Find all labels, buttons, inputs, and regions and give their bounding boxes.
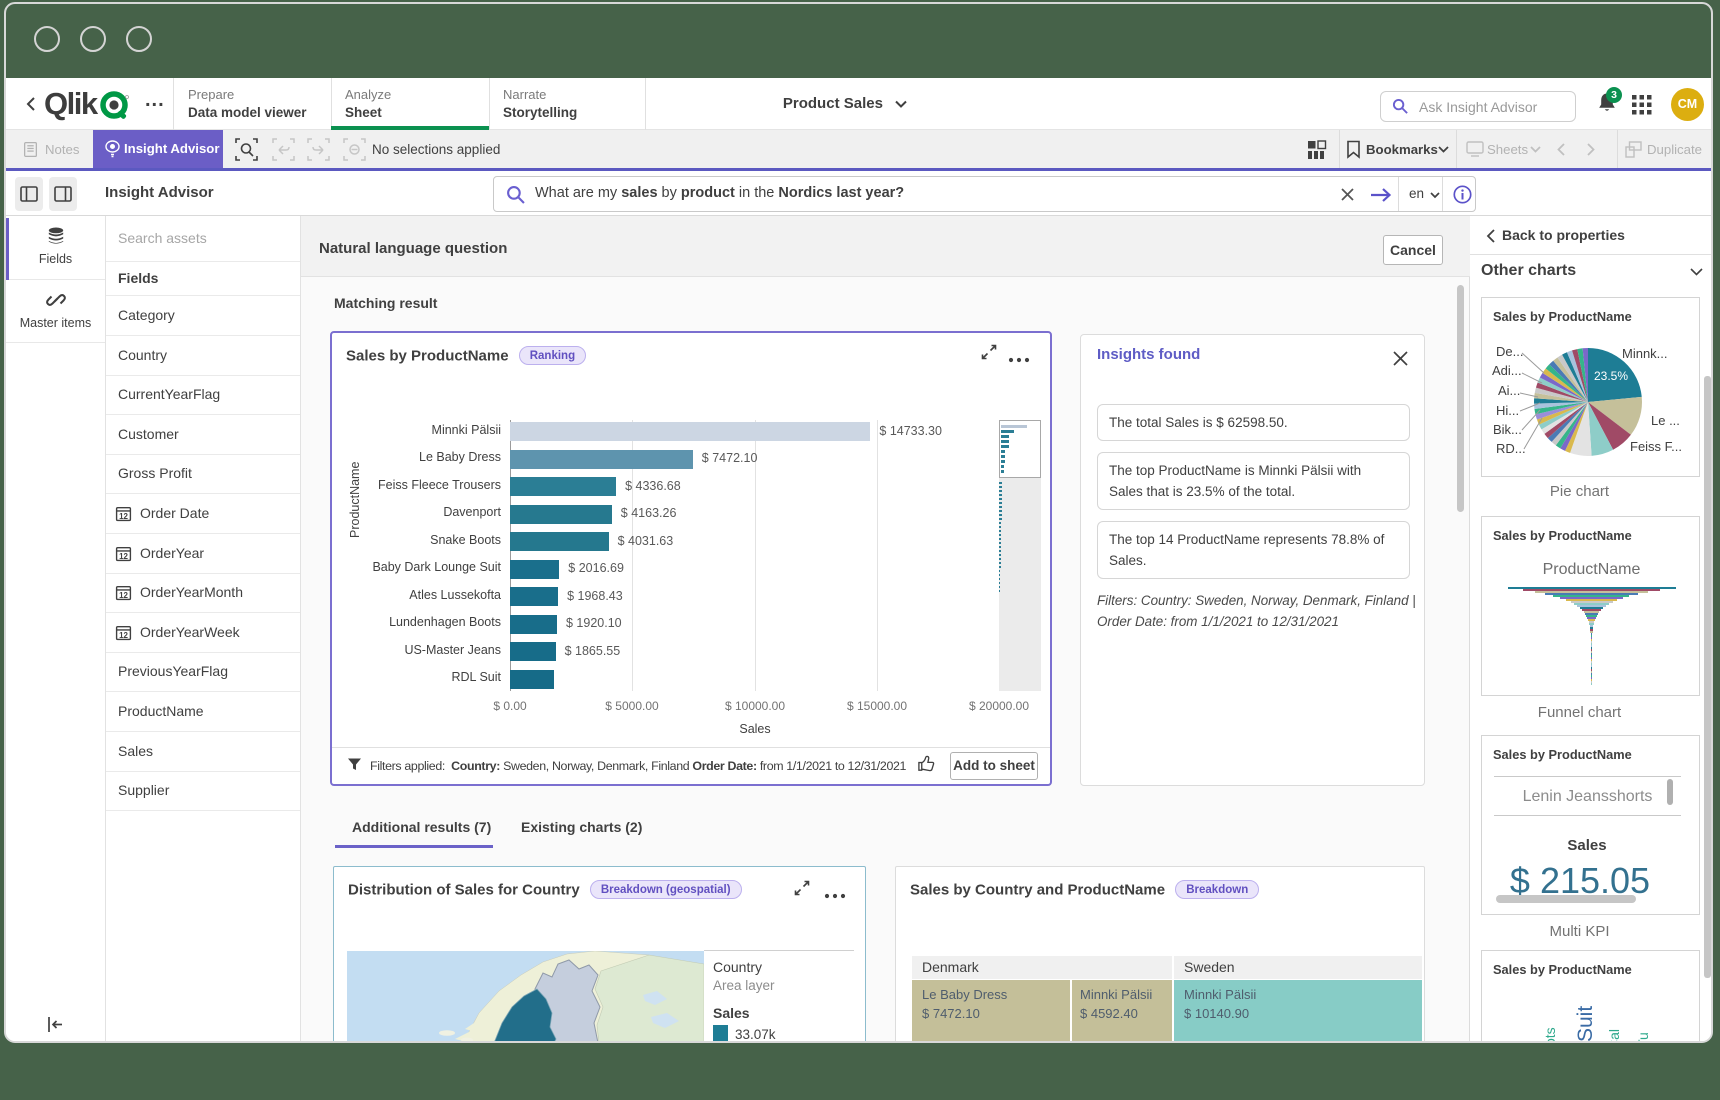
svg-text:12: 12 [119,591,128,600]
svg-text:12: 12 [119,631,128,640]
svg-text:12: 12 [119,512,128,521]
svg-text:12: 12 [119,552,128,561]
